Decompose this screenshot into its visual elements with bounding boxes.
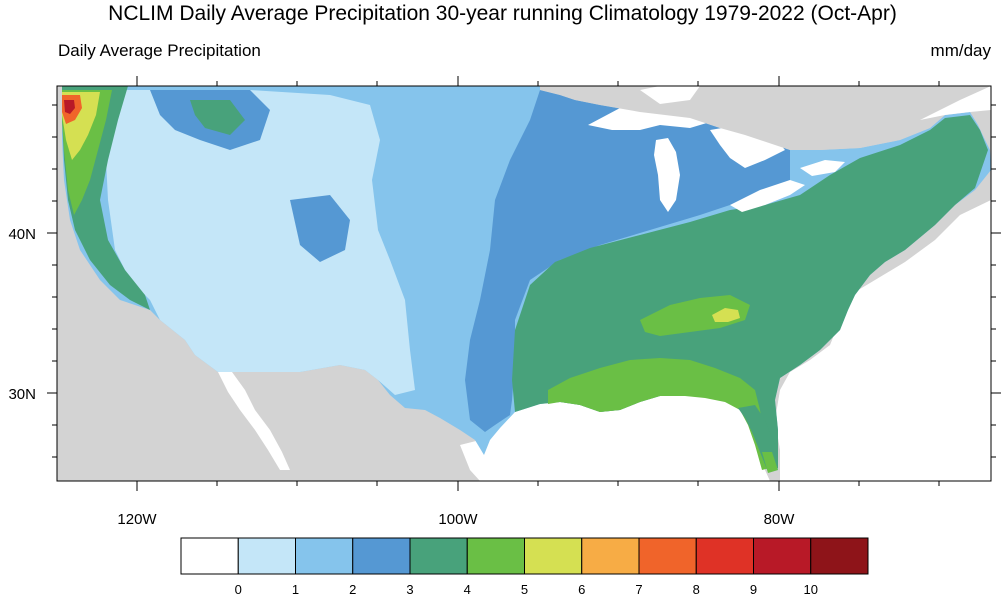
- colorbar-box: [810, 537, 869, 575]
- colorbar-box: [581, 537, 640, 575]
- lake-michigan: [654, 138, 680, 212]
- gulf-of-california: [218, 372, 290, 470]
- colorbar-level-label: 1: [291, 582, 300, 597]
- colorbar-box: [295, 537, 354, 575]
- colorbar-level-label: 10: [803, 582, 818, 597]
- variable-label: Daily Average Precipitation: [58, 41, 261, 60]
- colorbar-level-label: 7: [635, 582, 643, 597]
- map-title: NCLIM Daily Average Precipitation 30-yea…: [108, 2, 897, 25]
- axis-ticks: [47, 76, 1001, 491]
- colorbar-level-label: 9: [749, 582, 758, 597]
- colorbar-level-label: 4: [463, 582, 471, 597]
- lake-ontario: [800, 160, 845, 176]
- lon-tick-label-120w: 120W: [117, 511, 157, 528]
- canada-land: [540, 86, 991, 150]
- colorbar-level-label: 0: [234, 582, 242, 597]
- atlantic-ocean: [775, 200, 991, 481]
- colorbar-level-label: 5: [520, 582, 529, 597]
- units-label: mm/day: [930, 41, 991, 60]
- colorbar-box: [695, 537, 754, 575]
- colorado-rockies: [290, 195, 350, 262]
- colorbar-box: [638, 537, 697, 575]
- lake-erie: [730, 180, 805, 212]
- lat-tick-label-30n: 30N: [8, 386, 36, 403]
- lon-tick-label-100w: 100W: [438, 511, 478, 528]
- hudson-area-water: [640, 86, 700, 104]
- colorbar-box: [352, 537, 411, 575]
- colorbar-level-label: 8: [692, 582, 700, 597]
- northeast-water: [920, 86, 991, 120]
- gulf-of-mexico: [460, 392, 770, 481]
- lon-tick-label-80w: 80W: [764, 511, 796, 528]
- colorbar-box: [524, 537, 583, 575]
- colorbar-box: [466, 537, 525, 575]
- tennessee-valley-region: [640, 295, 750, 336]
- west-dry-region: [105, 90, 415, 395]
- map-area: [57, 86, 991, 481]
- appalachian-peak: [712, 308, 740, 322]
- colorbar-level-label: 6: [578, 582, 586, 597]
- florida-south: [762, 452, 778, 473]
- colorbar: [180, 537, 869, 575]
- northern-rockies-high: [190, 100, 245, 135]
- colorbar-level-label: 3: [406, 582, 414, 597]
- lat-tick-label-40n: 40N: [8, 226, 36, 243]
- colorbar-box: [180, 537, 239, 575]
- colorbar-box: [409, 537, 468, 575]
- colorbar-level-label: 2: [349, 582, 357, 597]
- colorbar-box: [753, 537, 812, 575]
- gulf-coast-region: [548, 358, 770, 470]
- midwest-region: [465, 90, 790, 432]
- colorbar-box: [237, 537, 296, 575]
- olympic-peak: [64, 100, 75, 114]
- map-frame: [56, 85, 992, 482]
